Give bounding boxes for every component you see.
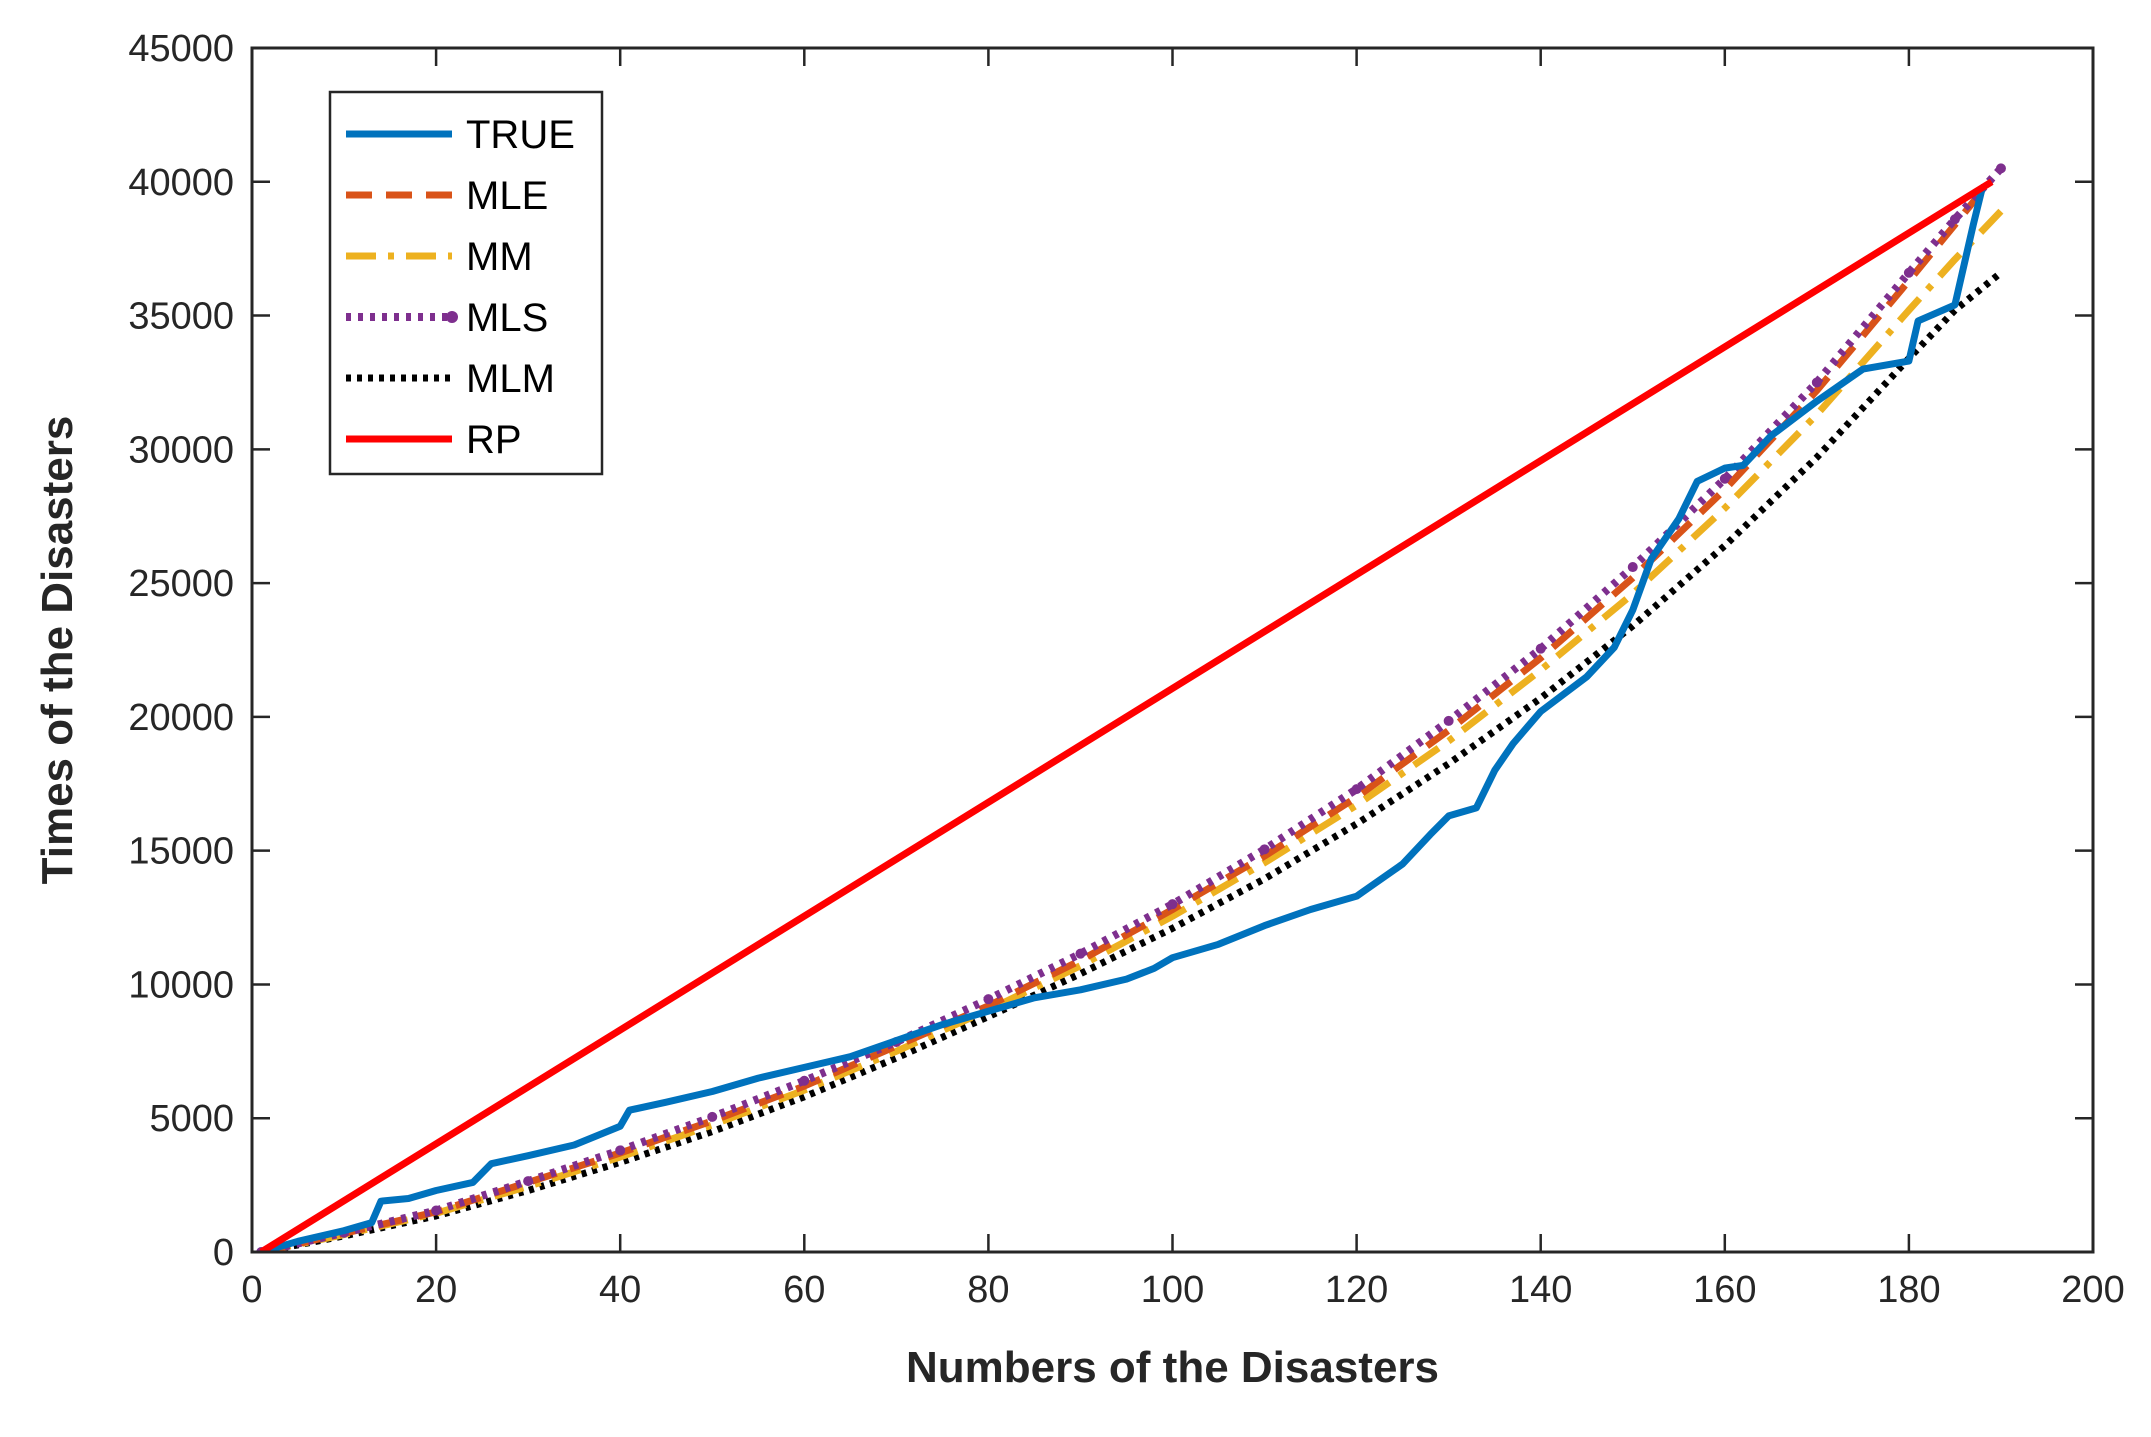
legend-marker-mls (446, 311, 458, 323)
series-point-mls (983, 994, 994, 1005)
y-tick-label: 10000 (128, 964, 234, 1006)
y-tick-label: 45000 (128, 28, 234, 70)
legend-label: TRUE (466, 113, 575, 157)
y-tick-label: 30000 (128, 429, 234, 471)
series-point-mls (615, 1145, 626, 1156)
y-tick-label: 25000 (128, 563, 234, 605)
y-tick-label: 40000 (128, 162, 234, 204)
series-point-mls (1535, 643, 1546, 654)
y-tick-label: 35000 (128, 296, 234, 338)
x-tick-label: 0 (241, 1269, 262, 1311)
series-point-mls (1443, 715, 1454, 726)
series-point-mls (1259, 844, 1270, 855)
series-point-mls (799, 1075, 810, 1086)
series-point-mls (431, 1205, 442, 1216)
series-line-mm (260, 208, 2004, 1252)
x-tick-label: 80 (967, 1269, 1009, 1311)
x-tick-label: 200 (2061, 1269, 2124, 1311)
y-tick-label: 20000 (128, 697, 234, 739)
y-axis-label: Times of the Disasters (33, 416, 82, 885)
series-point-mls (1995, 163, 2006, 174)
legend-label: MLS (466, 296, 548, 340)
axis-ticks: 0 20 40 60 80 100 120 140 160 180 200 0 5000 10000 150… (128, 28, 2124, 1311)
legend: TRUE MLE MM MLS MLM RP (328, 90, 604, 476)
plot-area (256, 163, 2006, 1252)
series-line-mlm (260, 269, 2004, 1252)
series-point-mls (1811, 377, 1822, 388)
legend-label: MLM (466, 357, 555, 401)
legend-label: MLE (466, 174, 548, 218)
series-point-mls (707, 1111, 718, 1122)
series-point-mls (1627, 562, 1638, 573)
y-tick-label: 5000 (149, 1098, 234, 1140)
x-tick-label: 140 (1509, 1269, 1572, 1311)
series-point-mls (1075, 948, 1086, 959)
series-point-mls (523, 1176, 534, 1187)
series-line-true (260, 186, 1986, 1252)
legend-label: RP (466, 418, 522, 462)
x-tick-label: 180 (1877, 1269, 1940, 1311)
series-line-rp (259, 178, 1994, 1252)
series-point-mls (1719, 473, 1730, 484)
series-point-mls (1949, 214, 1960, 225)
x-tick-label: 160 (1693, 1269, 1756, 1311)
legend-box (328, 90, 604, 476)
x-tick-label: 100 (1141, 1269, 1204, 1311)
legend-label: MM (466, 235, 533, 279)
y-tick-label: 0 (213, 1232, 234, 1274)
series-line-mls (260, 165, 2004, 1252)
x-tick-label: 60 (783, 1269, 825, 1311)
series-point-mls (1903, 267, 1914, 278)
series-point-mls (1351, 784, 1362, 795)
x-axis-label: Numbers of the Disasters (906, 1343, 1439, 1392)
y-tick-label: 15000 (128, 831, 234, 873)
x-tick-label: 20 (415, 1269, 457, 1311)
x-tick-label: 40 (599, 1269, 641, 1311)
x-tick-label: 120 (1325, 1269, 1388, 1311)
series-point-mls (1167, 899, 1178, 910)
